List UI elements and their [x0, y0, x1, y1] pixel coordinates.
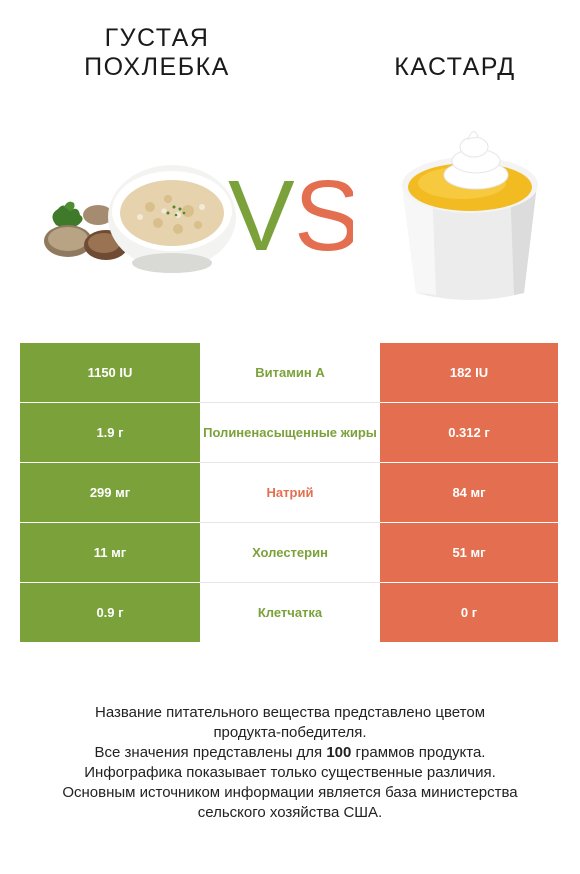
- left-food-title: Густая похлебка: [84, 24, 230, 81]
- footer-line: сельского хозяйства США.: [197, 804, 383, 821]
- table-row: 299 мг Натрий 84 мг: [20, 462, 558, 523]
- left-value: 1150 IU: [20, 343, 200, 403]
- nutrient-name: Холестерин: [200, 522, 380, 583]
- nutrient-name: Натрий: [200, 462, 380, 523]
- nutrient-name: Полиненасыщенные жиры: [200, 402, 380, 463]
- custard-cup-image: [402, 131, 538, 300]
- nutrient-name: Клетчатка: [200, 582, 380, 642]
- cup: [402, 185, 537, 300]
- footer-line: Название питательного вещества представл…: [94, 704, 486, 721]
- footer-text: Все значения представлены для: [94, 744, 327, 761]
- footer-line: Основным источником информации является …: [62, 784, 518, 801]
- footer-line: Инфографика показывает только существенн…: [84, 764, 496, 781]
- right-value: 84 мг: [380, 462, 558, 523]
- left-value: 11 мг: [20, 522, 200, 583]
- left-value: 299 мг: [20, 462, 200, 523]
- footer-line: продукта-победителя.: [213, 724, 367, 741]
- table-row: 0.9 г Клетчатка 0 г: [20, 582, 558, 642]
- parsley-icon: [52, 201, 83, 228]
- footer-line: Все значения представлены для 100 граммо…: [20, 743, 560, 763]
- right-value: 0.312 г: [380, 402, 558, 463]
- left-value: 0.9 г: [20, 582, 200, 642]
- comparison-table: 1150 IU Витамин A 182 IU 1.9 г Полиненас…: [20, 343, 558, 642]
- right-value: 182 IU: [380, 343, 558, 403]
- footer-notes: Название питательного вещества представл…: [20, 703, 560, 823]
- vs-s: S: [294, 168, 353, 258]
- nutrient-name: Витамин A: [200, 343, 380, 403]
- whipped-cream: [443, 131, 509, 190]
- vs-label: V S: [228, 168, 353, 258]
- clam-shell: [83, 205, 113, 225]
- left-value: 1.9 г: [20, 402, 200, 463]
- right-value: 0 г: [380, 582, 558, 642]
- footer-bold-number: 100: [326, 744, 352, 761]
- right-food-title: Кастард: [394, 53, 516, 81]
- vs-v: V: [228, 168, 295, 258]
- table-row: 1150 IU Витамин A 182 IU: [20, 343, 558, 403]
- table-row: 1.9 г Полиненасыщенные жиры 0.312 г: [20, 402, 558, 463]
- table-row: 11 мг Холестерин 51 мг: [20, 522, 558, 583]
- chowder-bowl-image: [44, 165, 236, 273]
- footer-text: граммов продукта.: [351, 744, 486, 761]
- right-value: 51 мг: [380, 522, 558, 583]
